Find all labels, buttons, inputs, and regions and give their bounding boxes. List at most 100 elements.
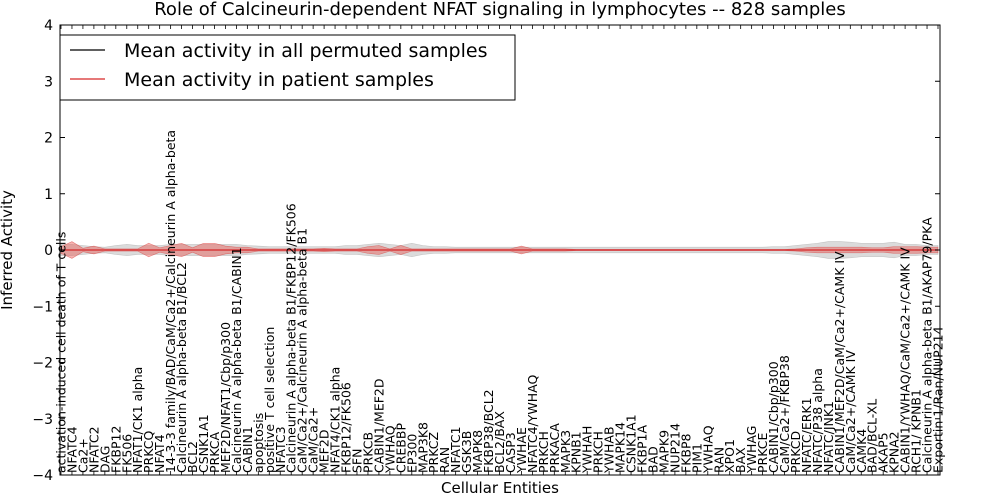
y-tick-label: 1 xyxy=(44,187,53,203)
category-label: MEF2D/NFAT1/Cbp/p300 xyxy=(218,322,233,473)
legend: Mean activity in all permuted samples Mea… xyxy=(59,34,516,101)
category-label: CABIN1/MEF2D xyxy=(371,378,386,473)
category-label: Exportin 1/Ran/NUP214 xyxy=(931,326,946,473)
category-label: NFATC1 xyxy=(448,426,463,473)
category-label: CaM/Ca2+/FKBP38 xyxy=(777,355,792,473)
category-label: GSK3B xyxy=(459,431,474,473)
category-label: RAN xyxy=(437,447,452,473)
y-tick-label: −4 xyxy=(32,468,53,484)
category-label: Calcineurin A alpha-beta B1/AKAP79/PKA xyxy=(920,217,935,473)
category-label: NFATC3 xyxy=(273,426,288,473)
category-label: PRKACA xyxy=(547,423,562,473)
category-label: MEF2D xyxy=(317,430,332,473)
category-label: CREBBP xyxy=(393,423,408,473)
category-label: NFATC/P38 alpha xyxy=(810,368,825,473)
legend-entry-label: Mean activity in all permuted samples xyxy=(124,40,487,62)
category-label: FK506 xyxy=(119,434,134,473)
category-label: AKAP5 xyxy=(876,432,891,473)
y-tick-label: 3 xyxy=(44,74,53,90)
category-label: PRKCQ xyxy=(141,431,156,473)
y-tick-label: −3 xyxy=(32,412,53,428)
category-label: RCH1/ KPNB1 xyxy=(909,389,924,473)
category-label: activation-induced cell death of T cells xyxy=(54,232,69,473)
category-label: PRKCD xyxy=(788,431,803,473)
category-label: NFATC/JNK1 xyxy=(821,401,836,473)
category-label: MAPK14 xyxy=(613,422,628,473)
category-label: YWHAQ xyxy=(382,425,397,474)
category-label: PRKCH xyxy=(536,431,551,473)
y-tick-label: 4 xyxy=(44,18,53,34)
category-label: YWHAQ xyxy=(700,425,715,474)
category-label: FKBP12/FK506 xyxy=(339,382,354,473)
x-axis xyxy=(60,25,939,475)
y-axis-label: Inferred Activity xyxy=(0,190,16,310)
category-label: CSNK1A1 xyxy=(624,414,639,473)
category-label: BCL2/BAX xyxy=(492,411,507,473)
category-label: EP300 xyxy=(404,434,419,473)
category-label: XPO1 xyxy=(722,439,737,473)
category-label: CABIN1 xyxy=(240,426,255,473)
y-axis: −4 −3 −2 −1 0 1 2 3 4 xyxy=(32,18,940,484)
category-label: NFATC4 xyxy=(64,426,79,473)
category-label: Calcineurin A alpha-beta B1/CABIN1 xyxy=(229,247,244,473)
category-label: MAPK3 xyxy=(558,430,573,473)
category-label: BAD/BCL-XL xyxy=(865,399,880,473)
category-label: MAPK9 xyxy=(656,430,671,473)
category-label: MAP3K8 xyxy=(415,422,430,473)
category-label: YWHAE xyxy=(514,427,529,474)
category-label: NFATC2 xyxy=(86,426,101,473)
category-label: FKBP1A xyxy=(635,425,650,473)
category-label: NFATC4/YWHAQ xyxy=(525,375,540,473)
category-label: PIM1 xyxy=(689,443,704,473)
category-label: CSNK1A1 xyxy=(196,414,211,473)
y-tick-label: −2 xyxy=(32,356,53,372)
x-axis-label: Cellular Entities xyxy=(441,479,559,497)
category-label: FKBP12 xyxy=(108,426,123,473)
category-label: NFAT4 xyxy=(152,434,167,473)
category-label: CaM/Ca2+/Calcineurin A alpha-beta B1 xyxy=(295,228,310,473)
legend-box xyxy=(59,34,516,101)
category-label: FKBP38/BCL2 xyxy=(481,389,496,473)
category-labels: activation-induced cell death of T cells… xyxy=(54,130,946,474)
category-label: NFAT4/CK1 alpha xyxy=(328,367,343,473)
category-label: 14-3-3 family/BAD/CaM/Ca2+/Calcineurin A… xyxy=(163,130,178,473)
category-label: CASP3 xyxy=(503,432,518,473)
category-label: CaM/Ca2+/CAMK IV xyxy=(843,350,858,473)
category-label: FKBP8 xyxy=(678,433,693,473)
category-label: apoptosis xyxy=(251,413,266,473)
category-label: NUP214 xyxy=(667,423,682,473)
category-label: NFATC/ERK1 xyxy=(799,397,814,473)
category-label: KPNB1 xyxy=(569,431,584,473)
category-label: CABIN1/Cbp/p300 xyxy=(766,361,781,473)
category-label: BAD xyxy=(645,446,660,473)
category-label: KPNA2 xyxy=(887,431,902,473)
y-tick-label: −1 xyxy=(32,299,53,315)
category-label: MAPK8 xyxy=(470,430,485,473)
category-label: YWHAB xyxy=(602,426,617,474)
category-label: Calcineurin A alpha-beta B1/BCL2 xyxy=(174,262,189,473)
y-tick-label: 0 xyxy=(44,243,53,259)
category-label: Calcineurin A alpha-beta B1/FKBP12/FK506 xyxy=(284,203,299,473)
category-label: DAG xyxy=(97,446,112,473)
category-label: BCL2 xyxy=(185,441,200,473)
category-label: RAN xyxy=(711,447,726,473)
category-label: PRKCZ xyxy=(426,432,441,473)
category-label: positive T cell selection xyxy=(262,327,277,473)
category-label: NFAT1/CK1 alpha xyxy=(130,367,145,473)
category-label: CABIN1/MEF2D/CaM/Ca2+/CAMK IV xyxy=(832,251,847,473)
category-label: YWHAG xyxy=(744,426,759,474)
category-label: PRKCB xyxy=(360,432,375,473)
legend-entry-label: Mean activity in patient samples xyxy=(124,69,434,91)
category-label: PRKCA xyxy=(207,432,222,473)
category-label: BAX xyxy=(733,447,748,473)
category-label: CAMK4 xyxy=(854,429,869,473)
category-label: YWHAH xyxy=(580,426,595,474)
y-tick-label: 2 xyxy=(44,131,53,147)
category-label: PRKCE xyxy=(755,433,770,473)
category-label: Ca2+ xyxy=(75,438,90,473)
category-label: CABIN1/YWHAQ/CaM/Ca2+/CAMK IV xyxy=(898,247,913,473)
chart-title: Role of Calcineurin-dependent NFAT signa… xyxy=(154,0,846,20)
category-label: CaM/Ca2+ xyxy=(306,407,321,473)
category-label: SFN xyxy=(349,449,364,473)
